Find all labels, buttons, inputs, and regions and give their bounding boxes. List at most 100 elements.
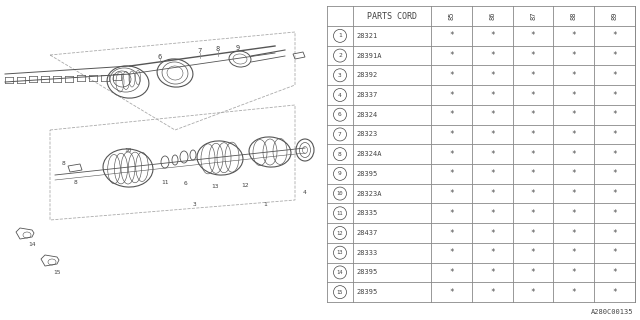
Text: *: * (531, 71, 535, 80)
Text: *: * (449, 189, 454, 198)
Text: 88: 88 (571, 12, 577, 20)
Text: 28324A: 28324A (356, 151, 381, 157)
Text: 3: 3 (338, 73, 342, 78)
Text: *: * (449, 288, 454, 297)
Text: *: * (490, 169, 495, 178)
Text: PARTS CORD: PARTS CORD (367, 12, 417, 20)
Text: 28337: 28337 (356, 92, 377, 98)
Text: *: * (449, 268, 454, 277)
Text: 13: 13 (337, 250, 343, 255)
Text: 89: 89 (612, 12, 618, 20)
Text: *: * (531, 248, 535, 257)
Text: *: * (449, 209, 454, 218)
Text: *: * (531, 268, 535, 277)
Text: 2: 2 (338, 53, 342, 58)
Text: *: * (449, 71, 454, 80)
Text: 28333: 28333 (356, 250, 377, 256)
Text: *: * (612, 169, 617, 178)
Text: *: * (572, 228, 576, 237)
Text: *: * (531, 288, 535, 297)
Text: 8: 8 (216, 46, 220, 52)
Text: *: * (612, 248, 617, 257)
Text: 28395: 28395 (356, 289, 377, 295)
Text: *: * (612, 268, 617, 277)
Text: 12: 12 (241, 182, 249, 188)
Text: *: * (531, 31, 535, 40)
Text: 6: 6 (158, 54, 162, 60)
Text: 11: 11 (337, 211, 343, 216)
Text: 8: 8 (73, 180, 77, 185)
Text: 28324: 28324 (356, 112, 377, 118)
Text: *: * (531, 110, 535, 119)
Text: *: * (572, 110, 576, 119)
Text: *: * (490, 268, 495, 277)
Text: *: * (449, 130, 454, 139)
Text: 15: 15 (337, 290, 343, 295)
Text: *: * (449, 110, 454, 119)
Text: *: * (572, 209, 576, 218)
Text: 87: 87 (530, 12, 536, 20)
Text: 8: 8 (61, 161, 65, 165)
Text: 28323: 28323 (356, 132, 377, 137)
Text: 28391A: 28391A (356, 52, 381, 59)
Text: 14: 14 (28, 243, 36, 247)
Text: *: * (449, 248, 454, 257)
Text: 10: 10 (337, 191, 343, 196)
Text: *: * (449, 91, 454, 100)
Text: *: * (531, 130, 535, 139)
Text: 4: 4 (338, 92, 342, 98)
Text: 7: 7 (338, 132, 342, 137)
Text: *: * (531, 209, 535, 218)
Text: *: * (572, 189, 576, 198)
Text: *: * (572, 31, 576, 40)
Text: 10: 10 (124, 148, 132, 153)
Text: *: * (572, 150, 576, 159)
Text: *: * (490, 31, 495, 40)
Text: 28437: 28437 (356, 230, 377, 236)
Text: *: * (490, 71, 495, 80)
Text: *: * (612, 31, 617, 40)
Text: *: * (612, 110, 617, 119)
Text: A280C00135: A280C00135 (591, 309, 633, 315)
Text: 9: 9 (236, 45, 240, 51)
Text: *: * (572, 71, 576, 80)
Text: *: * (612, 130, 617, 139)
Text: *: * (531, 228, 535, 237)
Text: 9: 9 (338, 171, 342, 176)
Text: 28392: 28392 (356, 72, 377, 78)
Text: 13: 13 (211, 183, 219, 188)
Text: 8: 8 (338, 152, 342, 157)
Text: *: * (490, 51, 495, 60)
Text: *: * (490, 150, 495, 159)
Text: *: * (612, 51, 617, 60)
Text: *: * (531, 150, 535, 159)
Text: *: * (572, 169, 576, 178)
Text: *: * (531, 91, 535, 100)
Text: *: * (572, 288, 576, 297)
Text: *: * (612, 150, 617, 159)
Text: 6: 6 (183, 180, 187, 186)
Text: *: * (490, 130, 495, 139)
Text: 15: 15 (53, 270, 61, 276)
Text: 28323A: 28323A (356, 191, 381, 196)
Text: 3: 3 (193, 203, 197, 207)
Text: *: * (612, 209, 617, 218)
Text: 28395: 28395 (356, 269, 377, 276)
Text: 12: 12 (337, 230, 343, 236)
Text: 85: 85 (449, 12, 454, 20)
Text: *: * (490, 228, 495, 237)
Text: *: * (449, 51, 454, 60)
Text: *: * (612, 91, 617, 100)
Text: *: * (490, 91, 495, 100)
Text: *: * (490, 189, 495, 198)
Text: *: * (490, 209, 495, 218)
Text: *: * (531, 51, 535, 60)
Text: 4: 4 (303, 189, 307, 195)
Text: 7: 7 (198, 48, 202, 54)
Text: 86: 86 (489, 12, 495, 20)
Text: 28321: 28321 (356, 33, 377, 39)
Text: *: * (572, 268, 576, 277)
Text: *: * (490, 248, 495, 257)
Text: 6: 6 (338, 112, 342, 117)
Text: 1: 1 (263, 203, 267, 207)
